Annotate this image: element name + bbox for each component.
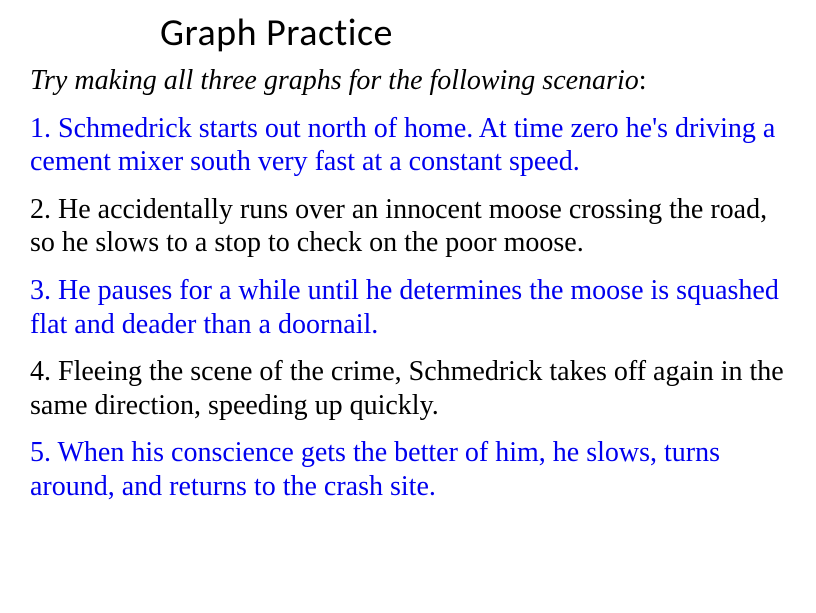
paragraph-1: 1. Schmedrick starts out north of home. …: [30, 112, 786, 179]
slide-container: Graph Practice Try making all three grap…: [0, 0, 816, 538]
intro-colon: :: [639, 65, 647, 96]
paragraph-3: 3. He pauses for a while until he determ…: [30, 274, 786, 341]
intro-line: Try making all three graphs for the foll…: [30, 64, 786, 98]
paragraph-2: 2. He accidentally runs over an innocent…: [30, 193, 786, 260]
intro-text: Try making all three graphs for the foll…: [30, 65, 639, 96]
paragraph-4: 4. Fleeing the scene of the crime, Schme…: [30, 355, 786, 422]
paragraph-5: 5. When his conscience gets the better o…: [30, 436, 786, 503]
slide-title: Graph Practice: [160, 10, 786, 56]
